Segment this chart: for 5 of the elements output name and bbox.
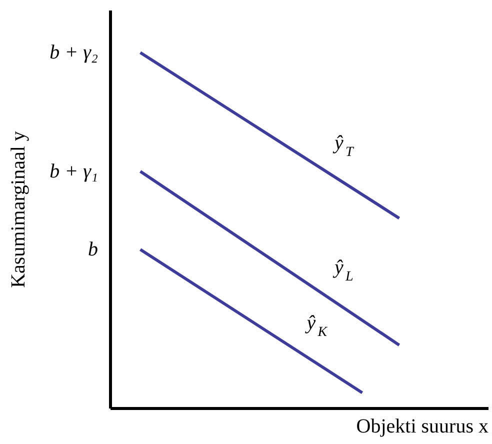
x-axis-title: Objekti suurus x: [356, 416, 488, 438]
y-axis-title: Kasumimarginaal y: [8, 131, 30, 288]
text: b + γ₂: [50, 42, 98, 64]
text: b + γ₁: [50, 160, 98, 182]
text: b: [88, 238, 98, 261]
